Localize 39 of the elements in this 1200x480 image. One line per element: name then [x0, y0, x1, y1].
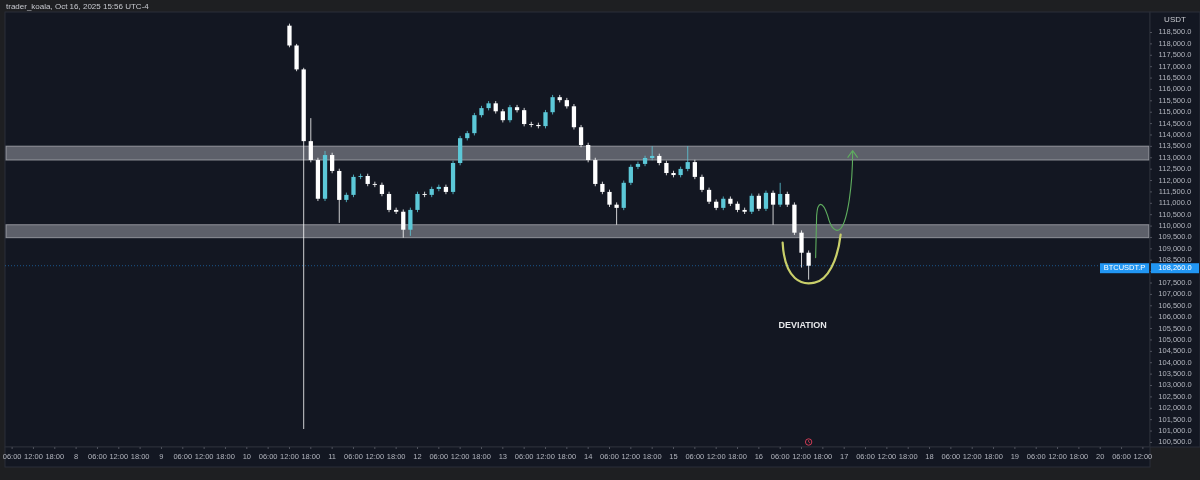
candlestick [408, 207, 413, 237]
candlestick [614, 202, 619, 226]
candlestick [778, 182, 783, 208]
candlestick [763, 190, 769, 212]
candlestick [578, 124, 584, 148]
candlestick [351, 174, 356, 198]
annotation: DEVIATION [778, 319, 827, 330]
candlestick [628, 164, 633, 186]
candlestick [593, 157, 598, 187]
candlestick [586, 142, 591, 163]
candlestick [287, 23, 292, 48]
candlestick [635, 161, 641, 170]
candlestick [685, 145, 690, 172]
candlestick [415, 191, 420, 213]
candlestick [294, 43, 299, 72]
candlestick [806, 250, 811, 280]
candlestick [799, 230, 804, 268]
candlestick [529, 121, 534, 128]
candlestick [443, 184, 449, 195]
candlestick [401, 209, 406, 239]
candlestick [692, 159, 697, 180]
candlestick [571, 103, 577, 130]
candlestick [394, 207, 399, 215]
candlestick [543, 109, 548, 129]
candlestick [386, 191, 392, 213]
candlestick [749, 193, 754, 215]
candlestick [308, 117, 313, 163]
candlestick [422, 191, 427, 198]
candlestick [642, 155, 648, 167]
candlestick [522, 107, 527, 127]
y-axis-title: USDT [1164, 15, 1186, 25]
candlestick [372, 181, 377, 188]
candlestick [770, 190, 776, 226]
candlestick [514, 104, 520, 113]
text: trader_koala, Oct 16, 2025 15:56 UTC-4 [6, 2, 150, 11]
candlestick [550, 94, 555, 115]
candlestick [330, 152, 335, 174]
candlestick [472, 112, 477, 136]
candlestick [358, 173, 363, 180]
